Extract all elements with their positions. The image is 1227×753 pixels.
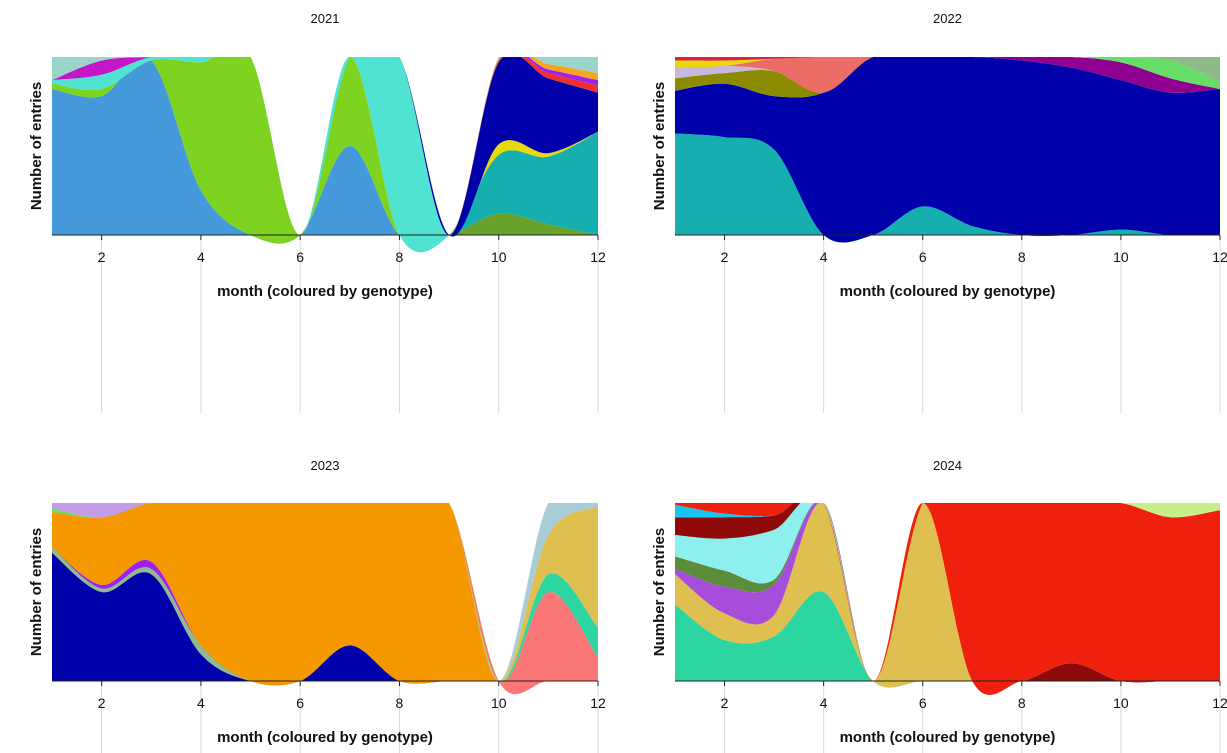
area-series-2 (675, 502, 1220, 695)
x-tick-label: 10 (491, 249, 507, 265)
chart-panel-2023: 2 4 6 8 10 12 2023 month (coloured by genotype)… (0, 458, 658, 753)
x-tick-label: 8 (396, 695, 404, 711)
x-axis-label: month (coloured by genotype) (840, 283, 1056, 300)
panel-title: 2024 (933, 458, 962, 473)
x-tick-label: 12 (1212, 695, 1227, 711)
area-series-9 (675, 56, 1220, 61)
x-tick-label: 8 (1018, 249, 1026, 265)
x-tick-label: 2 (98, 249, 106, 265)
area-series-6 (675, 56, 1220, 93)
x-axis-label: month (coloured by genotype) (217, 729, 433, 746)
area-series-3 (52, 57, 598, 247)
area-series-1 (675, 591, 1220, 688)
plot-top-mask (0, 27, 658, 57)
area-series-8 (675, 489, 1220, 695)
area-series-9 (675, 489, 1220, 681)
x-tick-label: 4 (197, 695, 205, 711)
y-axis-label: Number of entries (28, 82, 45, 210)
x-tick-label: 8 (396, 249, 404, 265)
area-series-0 (52, 213, 598, 237)
panel-title: 2021 (311, 11, 340, 26)
area-series-4 (675, 54, 1220, 93)
area-series-0 (52, 552, 598, 685)
area-series-7 (52, 34, 598, 237)
x-tick-label: 4 (197, 249, 205, 265)
x-axis-label: month (coloured by genotype) (217, 283, 433, 300)
chart-panel-2021: 2 4 6 8 10 12 2021 month (coloured by genotype)… (0, 11, 658, 413)
y-axis-label: Number of entries (651, 82, 668, 210)
x-tick-label: 12 (1212, 249, 1227, 265)
stacked-areas (675, 489, 1220, 695)
y-axis-label: Number of entries (651, 528, 668, 656)
x-tick-label: 4 (820, 249, 828, 265)
plot-top-mask (615, 473, 1227, 503)
area-series-6 (52, 489, 598, 695)
area-series-0 (675, 663, 1220, 683)
stacked-areas (52, 34, 598, 253)
area-series-1 (52, 131, 598, 241)
x-tick-label: 6 (919, 695, 927, 711)
area-series-8 (675, 56, 1220, 82)
area-series-5 (52, 489, 598, 695)
x-tick-label: 2 (98, 695, 106, 711)
chart-panel-2024: 2 4 6 8 10 12 2024 month (coloured by genotype)… (615, 458, 1227, 753)
x-tick-label: 12 (590, 249, 606, 265)
x-tick-label: 12 (590, 695, 606, 711)
x-tick-label: 8 (1018, 695, 1026, 711)
x-tick-label: 10 (491, 695, 507, 711)
stacked-areas (675, 54, 1220, 243)
panel-title: 2023 (311, 458, 340, 473)
x-tick-label: 6 (296, 249, 304, 265)
x-tick-label: 10 (1113, 695, 1129, 711)
stacked-areas (52, 489, 598, 695)
x-axis-label: month (coloured by genotype) (840, 729, 1056, 746)
x-tick-label: 10 (1113, 249, 1129, 265)
area-series-2 (675, 54, 1220, 98)
x-tick-label: 6 (919, 249, 927, 265)
y-axis-label: Number of entries (28, 528, 45, 656)
plot-top-mask (615, 27, 1227, 57)
x-tick-label: 4 (820, 695, 828, 711)
area-series-0 (675, 133, 1220, 243)
x-tick-label: 6 (296, 695, 304, 711)
chart-panel-2022: 2 4 6 8 10 12 2022 month (coloured by genotype)… (615, 11, 1227, 413)
x-tick-label: 2 (721, 695, 729, 711)
area-series-7 (675, 56, 1220, 90)
panel-title: 2022 (933, 11, 962, 26)
x-tick-label: 2 (721, 249, 729, 265)
plot-top-mask (0, 473, 658, 503)
area-series-1 (675, 54, 1220, 243)
